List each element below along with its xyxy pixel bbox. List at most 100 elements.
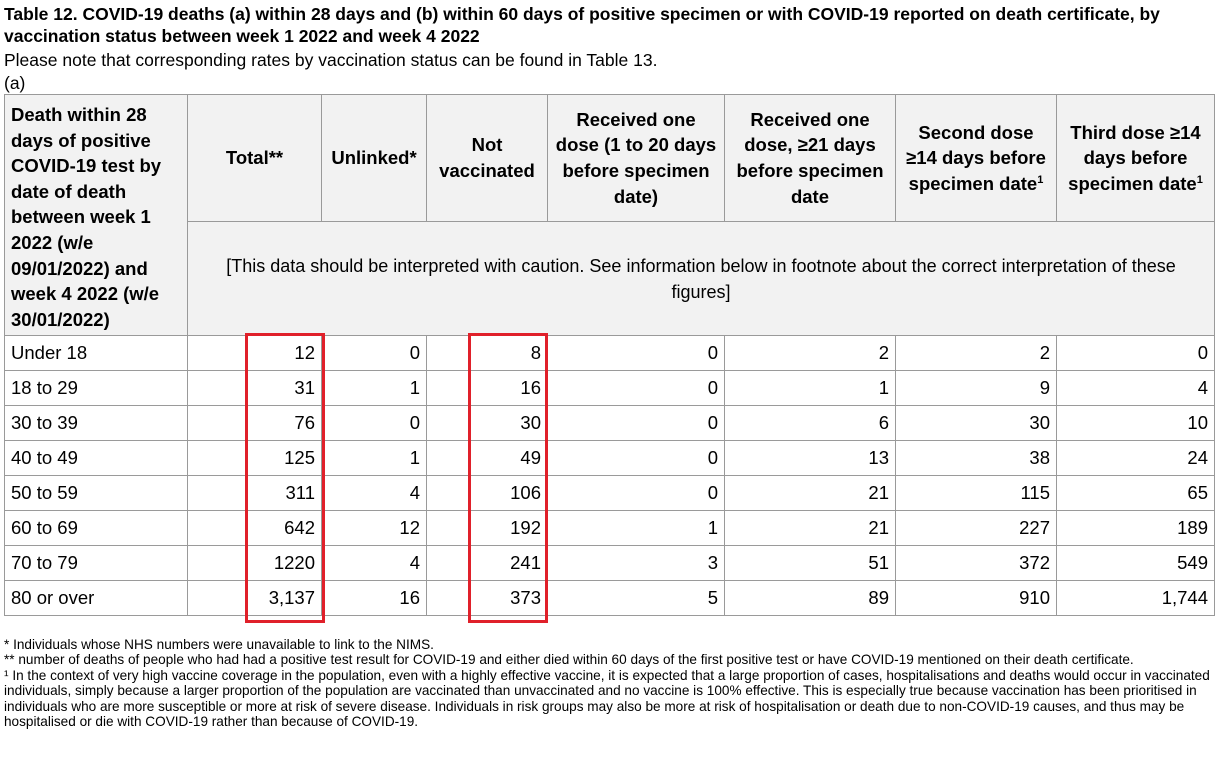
value-cell: 0 (547, 405, 725, 441)
col-header-second-dose: Second dose ≥14 days before specimen dat… (895, 94, 1057, 222)
value-cell: 0 (547, 335, 725, 371)
age-group-cell: 18 to 29 (4, 370, 188, 406)
value-cell: 1 (321, 370, 427, 406)
value-cell: 9 (895, 370, 1057, 406)
value-cell: 1 (321, 440, 427, 476)
value-cell: 0 (547, 475, 725, 511)
age-group-cell: 60 to 69 (4, 510, 188, 546)
value-cell: 311 (187, 475, 322, 511)
value-cell: 89 (724, 580, 896, 616)
value-cell: 4 (321, 475, 427, 511)
value-cell: 24 (1056, 440, 1215, 476)
value-cell: 65 (1056, 475, 1215, 511)
value-cell: 51 (724, 545, 896, 581)
table-row: 30 to 39 76 0 30 0 6 30 10 (4, 405, 1215, 441)
value-cell: 115 (895, 475, 1057, 511)
table-row: 60 to 69 642 12 192 1 21 227 189 (4, 510, 1215, 546)
value-cell: 3,137 (187, 580, 322, 616)
rates-note: Please note that corresponding rates by … (4, 50, 658, 70)
value-cell: 1220 (187, 545, 322, 581)
value-cell: 0 (321, 405, 427, 441)
value-cell: 2 (724, 335, 896, 371)
footnote: ** number of deaths of people who had ha… (4, 652, 1212, 667)
table-row: 70 to 79 1220 4 241 3 51 372 549 (4, 545, 1215, 581)
value-cell: 38 (895, 440, 1057, 476)
value-cell: 192 (426, 510, 548, 546)
age-group-cell: Under 18 (4, 335, 188, 371)
col-header-unlinked: Unlinked* (321, 94, 427, 222)
age-group-header: Death within 28 days of positive COVID-1… (4, 94, 188, 336)
age-group-cell: 80 or over (4, 580, 188, 616)
col-header-label: Third dose ≥14 days before specimen date (1068, 121, 1201, 194)
value-cell: 0 (547, 370, 725, 406)
table-row: 80 or over 3,137 16 373 5 89 910 1,744 (4, 580, 1215, 616)
age-group-cell: 50 to 59 (4, 475, 188, 511)
value-cell: 227 (895, 510, 1057, 546)
age-group-cell: 30 to 39 (4, 405, 188, 441)
value-cell: 21 (724, 510, 896, 546)
table-row: 40 to 49 125 1 49 0 13 38 24 (4, 440, 1215, 476)
footnote-mark: ** (4, 652, 15, 668)
value-cell: 1 (724, 370, 896, 406)
value-cell: 910 (895, 580, 1057, 616)
col-header-label: Received one dose (1 to 20 days before s… (555, 108, 717, 207)
caution-note: [This data should be interpreted with ca… (187, 221, 1215, 336)
table-row: 18 to 29 31 1 16 0 1 9 4 (4, 370, 1215, 406)
table-part-label: (a) (4, 73, 26, 93)
col-header-label: Received one dose, ≥21 days before speci… (736, 108, 884, 207)
value-cell: 3 (547, 545, 725, 581)
table-body: Under 18 12 0 8 0 2 2 0 18 to 29 31 1 16 0 1 9 4 30 to 3… (4, 335, 1215, 616)
value-cell: 1,744 (1056, 580, 1215, 616)
footnotes: * Individuals whose NHS numbers were una… (4, 637, 1212, 729)
footnote-mark: ¹ (4, 667, 9, 683)
age-group-cell: 40 to 49 (4, 440, 188, 476)
value-cell: 0 (321, 335, 427, 371)
footnote-mark: * (4, 637, 10, 652)
col-header-label: Not vaccinated (439, 134, 535, 181)
col-header-third-dose: Third dose ≥14 days before specimen date… (1056, 94, 1215, 222)
value-cell: 12 (321, 510, 427, 546)
table-title: Table 12. COVID-19 deaths (a) within 28 … (4, 4, 1160, 46)
footnote-text: In the context of very high vaccine cove… (4, 667, 1210, 730)
col-header-total: Total** (187, 94, 322, 222)
header-row: Death within 28 days of positive COVID-1… (4, 94, 1215, 336)
col-header-label: Unlinked* (331, 147, 417, 169)
value-cell: 1 (547, 510, 725, 546)
caution-row: [This data should be interpreted with ca… (5, 221, 1215, 336)
col-header-sup: 1 (1196, 173, 1203, 186)
value-cell: 189 (1056, 510, 1215, 546)
value-cell: 125 (187, 440, 322, 476)
highlight-box-not-vaccinated (468, 333, 548, 623)
age-group-cell: 70 to 79 (4, 545, 188, 581)
col-header-label: Total** (225, 147, 284, 169)
value-cell: 30 (895, 405, 1057, 441)
col-header-sup: 1 (1037, 173, 1044, 186)
value-cell: 4 (321, 545, 427, 581)
value-cell: 21 (724, 475, 896, 511)
col-header-not-vaccinated: Not vaccinated (426, 94, 548, 222)
table-row: Under 18 12 0 8 0 2 2 0 (4, 335, 1215, 371)
value-cell: 16 (321, 580, 427, 616)
value-cell: 30 (426, 405, 548, 441)
value-cell: 0 (547, 440, 725, 476)
footnote-text: number of deaths of people who had had a… (18, 652, 1134, 668)
highlight-box-total (245, 333, 325, 623)
value-cell: 31 (187, 370, 322, 406)
col-header-label: Second dose ≥14 days before specimen dat… (906, 121, 1046, 194)
value-cell: 4 (1056, 370, 1215, 406)
value-cell: 76 (187, 405, 322, 441)
value-cell: 0 (1056, 335, 1215, 371)
footnote: ¹ In the context of very high vaccine co… (4, 668, 1212, 730)
value-cell: 549 (1056, 545, 1215, 581)
footnote: * Individuals whose NHS numbers were una… (4, 637, 1212, 652)
footnote-text: Individuals whose NHS numbers were unava… (13, 637, 434, 652)
value-cell: 16 (426, 370, 548, 406)
value-cell: 372 (895, 545, 1057, 581)
value-cell: 2 (895, 335, 1057, 371)
value-cell: 6 (724, 405, 896, 441)
col-header-one-dose-21-days: Received one dose, ≥21 days before speci… (724, 94, 896, 222)
col-header-one-dose-1-20-days: Received one dose (1 to 20 days before s… (547, 94, 725, 222)
table-row: 50 to 59 311 4 106 0 21 115 65 (4, 475, 1215, 511)
value-cell: 373 (426, 580, 548, 616)
deaths-by-vaccination-table: Death within 28 days of positive COVID-1… (4, 94, 1215, 616)
